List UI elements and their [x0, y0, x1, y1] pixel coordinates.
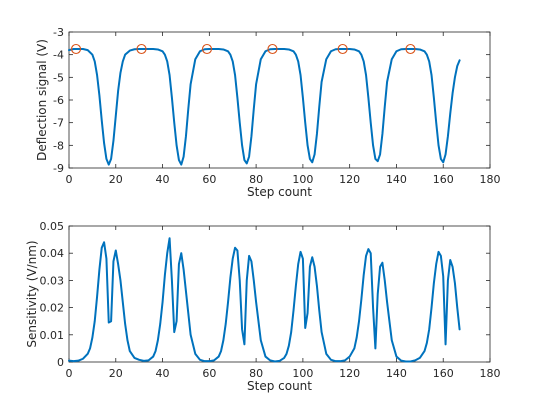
x-tick-label: 40: [156, 367, 170, 380]
y-tick-label: -7: [53, 117, 64, 130]
y-tick-label: 0.02: [40, 302, 65, 315]
data-point-marker: [201, 43, 213, 55]
x-tick-label: 60: [202, 367, 216, 380]
x-tick-label: 0: [66, 367, 73, 380]
y-tick-label: -6: [53, 94, 64, 107]
x-tick-label: 80: [249, 173, 263, 186]
x-axis-label: Step count: [247, 185, 312, 199]
series-line: [68, 237, 461, 363]
y-tick-label: 0.01: [40, 329, 65, 342]
y-tick-label: -3: [53, 26, 64, 39]
data-point-marker: [405, 43, 416, 55]
x-tick-label: 60: [202, 173, 216, 186]
chart-1: 0 20 40 60 80 100 120 140 160 180 -9 -8 -7 -6 -5 -4 -3 St…: [35, 26, 501, 199]
x-tick-label: 40: [156, 173, 170, 186]
x-tick-label: 80: [249, 367, 263, 380]
x-tick-label: 100: [292, 367, 313, 380]
x-tick-label: 140: [386, 367, 407, 380]
x-tick-label: 120: [339, 173, 360, 186]
x-tick-label: 160: [433, 173, 454, 186]
y-tick-label: -9: [53, 162, 64, 175]
x-tick-label: 100: [292, 173, 313, 186]
x-tick-label: 180: [480, 173, 501, 186]
x-tick-label: 20: [109, 367, 123, 380]
axes-box: [68, 225, 491, 363]
x-tick-label: 120: [339, 367, 360, 380]
y-tick-label: 0.03: [40, 274, 65, 287]
y-axis-label: Sensitivity (V/nm): [25, 240, 39, 347]
data-point-marker: [267, 43, 278, 55]
y-tick-label: -5: [53, 71, 64, 84]
chart-2: 0 20 40 60 80 100 120 140 160 180 0 0.01 0.02 0.03 0.0…: [25, 220, 501, 393]
y-tick-label: -4: [53, 49, 64, 62]
series-line: [68, 48, 461, 166]
y-tick-label: -8: [53, 139, 64, 152]
axes-box: [68, 31, 491, 169]
y-tick-label: 0.05: [40, 220, 65, 233]
data-point-marker: [136, 43, 147, 55]
data-point-marker: [337, 43, 348, 55]
x-axis-label: Step count: [247, 379, 312, 393]
data-point-marker: [70, 43, 82, 55]
x-tick-label: 180: [480, 367, 501, 380]
x-tick-label: 0: [66, 173, 73, 186]
x-tick-label: 160: [433, 367, 454, 380]
y-axis-label: Deflection signal (V): [35, 39, 49, 161]
x-tick-label: 20: [109, 173, 123, 186]
y-tick-label: 0: [57, 356, 64, 369]
y-tick-label: 0.04: [40, 247, 65, 260]
x-tick-label: 140: [386, 173, 407, 186]
